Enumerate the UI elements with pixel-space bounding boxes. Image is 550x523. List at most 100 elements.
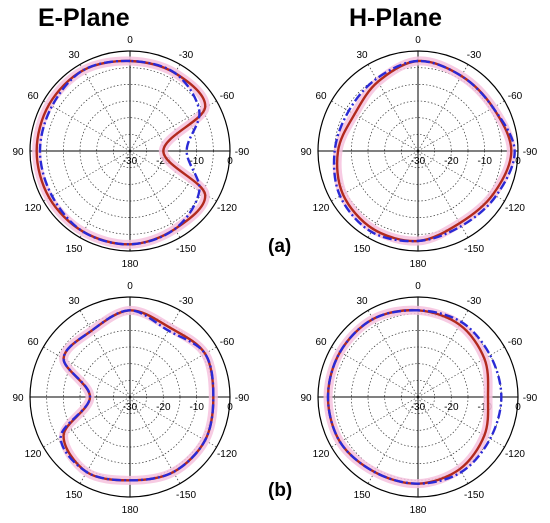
angle-label: -60 xyxy=(508,337,523,348)
grid-spoke xyxy=(331,100,419,152)
grid-spoke xyxy=(79,310,131,398)
grid-ring xyxy=(400,133,436,169)
angle-label: -120 xyxy=(217,449,237,460)
grid-ring xyxy=(350,83,486,219)
angle-label: 120 xyxy=(313,449,330,460)
angle-label: -30 xyxy=(179,50,194,61)
grid-spoke xyxy=(129,100,217,152)
radial-tick-label: -10 xyxy=(477,156,492,167)
angle-label: 150 xyxy=(354,490,371,501)
grid-spoke xyxy=(367,150,419,238)
grid-spoke xyxy=(129,150,181,238)
grid-ring xyxy=(79,346,181,448)
grid-spoke xyxy=(43,150,131,202)
angle-label: 120 xyxy=(313,203,330,214)
radial-tick-label: -30 xyxy=(411,156,426,167)
angle-label: 60 xyxy=(27,91,39,102)
grid-spoke xyxy=(417,310,469,398)
angle-label: 150 xyxy=(354,244,371,255)
angle-label: 150 xyxy=(66,244,83,255)
radial-tick-label: -20 xyxy=(444,156,459,167)
angle-label: -150 xyxy=(176,490,196,501)
angle-label: -120 xyxy=(505,449,525,460)
series-dash-dot-line xyxy=(59,309,215,482)
radial-tick-label: 0 xyxy=(515,156,521,167)
radial-tick-label: 0 xyxy=(515,402,521,413)
grid-ring xyxy=(96,117,164,185)
grid-spoke xyxy=(367,396,419,484)
grid-spoke xyxy=(129,396,217,448)
grid-spoke xyxy=(417,396,505,448)
grid-spoke xyxy=(331,396,419,448)
angle-label: -120 xyxy=(217,203,237,214)
grid-spoke xyxy=(79,64,131,152)
grid-spoke xyxy=(129,396,181,484)
series-dash-dot-line xyxy=(332,59,516,243)
grid-spoke xyxy=(331,346,419,398)
grid-spoke xyxy=(417,396,469,484)
grid-spoke xyxy=(43,100,131,152)
series-solid-line xyxy=(62,309,215,482)
tolerance-band xyxy=(332,56,516,246)
angle-label: 60 xyxy=(27,337,39,348)
grid-ring xyxy=(79,100,181,202)
grid-ring xyxy=(384,117,452,185)
panel-label-a: (a) xyxy=(268,236,292,257)
angle-label: -60 xyxy=(220,91,235,102)
series-dash-dot-line xyxy=(38,59,201,246)
grid-ring xyxy=(112,133,148,169)
angle-label: 0 xyxy=(127,281,133,292)
grid-ring xyxy=(334,313,502,481)
e-plane-title: E-Plane xyxy=(38,4,130,32)
angle-label: 90 xyxy=(300,393,312,404)
grid-spoke xyxy=(417,150,469,238)
grid-ring xyxy=(62,83,198,219)
grid-spoke xyxy=(417,346,505,398)
angle-label: 0 xyxy=(415,35,421,46)
angle-label: 180 xyxy=(410,259,427,270)
grid-spoke xyxy=(417,100,505,152)
series-solid-line xyxy=(35,59,207,246)
radial-tick-label: -10 xyxy=(189,156,204,167)
angle-label: -90 xyxy=(235,147,250,158)
outer-ring xyxy=(29,50,231,252)
grid-ring xyxy=(400,379,436,415)
grid-ring xyxy=(46,313,214,481)
polar-plot-3: -30 -20 -10 0 0 -30 -60 -90 -120 -150 180 150 120 90 6… xyxy=(300,281,537,516)
angle-label: 60 xyxy=(315,337,327,348)
angle-label: -60 xyxy=(508,91,523,102)
angle-label: 120 xyxy=(25,203,42,214)
polar-plot-1: -30 -20 -10 0 0 -30 -60 -90 -120 -150 180 150 120 90 6… xyxy=(300,35,537,270)
grid-spoke xyxy=(129,150,217,202)
radial-tick-label: 0 xyxy=(227,156,233,167)
grid-ring xyxy=(112,379,148,415)
grid-ring xyxy=(384,363,452,431)
angle-label: -120 xyxy=(505,203,525,214)
grid-spoke xyxy=(331,150,419,202)
grid-spoke xyxy=(79,396,131,484)
series-dash-dot-line xyxy=(326,309,503,485)
angle-label: -60 xyxy=(220,337,235,348)
grid-spoke xyxy=(129,346,217,398)
outer-ring xyxy=(317,296,519,498)
angle-label: 60 xyxy=(315,91,327,102)
angle-label: 30 xyxy=(356,296,368,307)
angle-label: 90 xyxy=(300,147,312,158)
angle-label: 90 xyxy=(12,147,24,158)
radial-tick-label: -10 xyxy=(477,402,492,413)
angle-label: -90 xyxy=(523,393,538,404)
angle-label: -30 xyxy=(467,50,482,61)
grid-spoke xyxy=(43,396,131,448)
radial-tick-label: -20 xyxy=(156,156,171,167)
grid-ring xyxy=(367,100,469,202)
radial-tick-label: -20 xyxy=(156,402,171,413)
angle-label: 90 xyxy=(12,393,24,404)
series-solid-line xyxy=(335,59,513,243)
polar-plot-2: -30 -20 -10 0 0 -30 -60 -90 -120 -150 180 150 120 90 6… xyxy=(12,281,249,516)
radial-tick-label: -10 xyxy=(189,402,204,413)
grid-ring xyxy=(62,329,198,465)
outer-ring xyxy=(317,50,519,252)
angle-label: -30 xyxy=(179,296,194,307)
radial-tick-label: -30 xyxy=(411,402,426,413)
